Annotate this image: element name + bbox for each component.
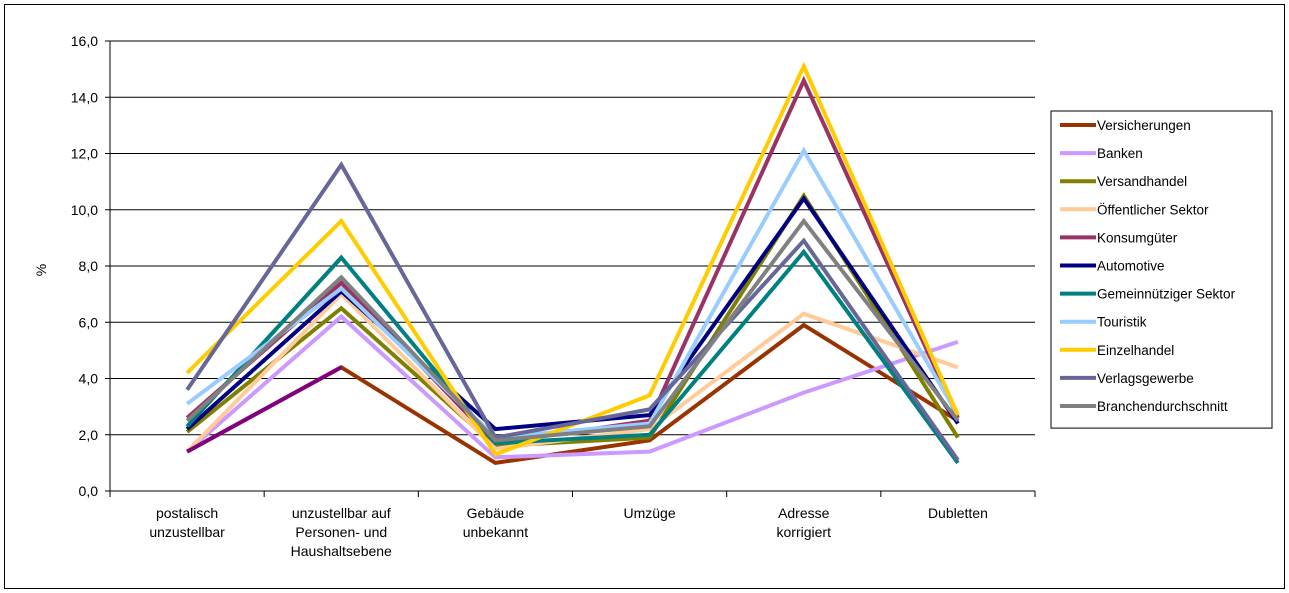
legend-label: Banken	[1097, 146, 1143, 161]
legend-label: Branchendurchschnitt	[1097, 399, 1228, 414]
series-line-11	[185, 217, 960, 443]
y-tick-labels: 0,0 2,0 4,0 6,0 8,0 10,0 12,0 14,0 16,0	[71, 33, 98, 499]
legend-label: Versandhandel	[1097, 174, 1187, 189]
gridlines	[110, 40, 1035, 436]
y-tick-label: 12,0	[71, 146, 98, 162]
y-tick-label: 6,0	[79, 314, 99, 330]
legend-label: Konsumgüter	[1097, 230, 1178, 245]
y-tick-label: 0,0	[79, 483, 99, 499]
x-category-label: Gebäude unbekannt	[463, 505, 529, 540]
legend: Versicherungen Banken Versandhandel Öffentl…	[1050, 110, 1273, 429]
y-tick-label: 2,0	[79, 427, 99, 443]
series-line-8	[185, 146, 960, 440]
legend-label: Einzelhandel	[1097, 343, 1174, 358]
x-category-label: unzustellbar auf Personen- und Haushaltseb…	[291, 505, 392, 559]
x-category-label: Umzüge	[624, 505, 676, 521]
series-line-7	[185, 248, 960, 465]
series-line-9	[185, 61, 960, 457]
series-line-3	[185, 191, 960, 449]
y-tick-label: 10,0	[71, 202, 98, 218]
y-tick-label: 8,0	[79, 258, 99, 274]
y-tick-label: 4,0	[79, 371, 99, 387]
x-category-label: Adresse korrigiert	[777, 505, 832, 540]
legend-label: Automotive	[1097, 259, 1165, 274]
legend-label: Touristik	[1097, 315, 1147, 330]
legend-label: Gemeinnütziger Sektor	[1097, 287, 1236, 302]
x-category-label: postalisch unzustellbar	[149, 505, 225, 540]
axes	[105, 40, 1036, 497]
series-line-extra	[186, 365, 343, 454]
series-line-10	[185, 161, 960, 462]
y-tick-label: 14,0	[71, 89, 98, 105]
x-category-labels: postalisch unzustellbar unzustellbar auf Pe…	[149, 505, 988, 559]
y-tick-label: 16,0	[71, 33, 98, 49]
legend-label: Verlagsgewerbe	[1097, 371, 1194, 386]
legend-label: Öffentlicher Sektor	[1097, 202, 1209, 217]
x-category-label: Dubletten	[928, 505, 988, 521]
legend-box	[1050, 110, 1273, 429]
series-lines	[185, 61, 960, 465]
legend-label: Versicherungen	[1097, 118, 1191, 133]
y-axis-label: %	[33, 264, 49, 276]
series-line-2	[185, 313, 959, 460]
